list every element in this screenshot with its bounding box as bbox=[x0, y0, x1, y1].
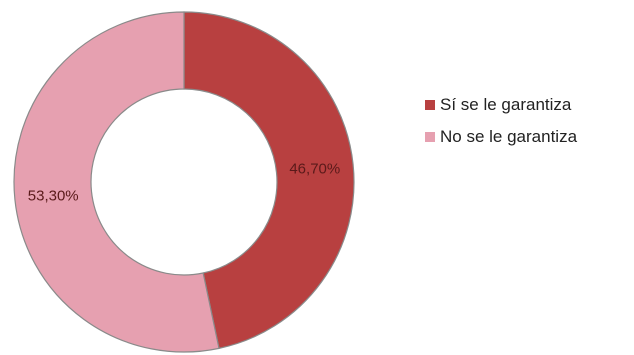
legend-swatch-si bbox=[425, 100, 435, 110]
donut-slice-si bbox=[183, 11, 355, 350]
data-label-si: 46,70% bbox=[289, 160, 340, 177]
donut-slice-no bbox=[13, 11, 220, 353]
legend-label-si: Sí se le garantiza bbox=[440, 95, 572, 114]
data-label-no: 53,30% bbox=[28, 188, 79, 205]
legend-swatch-no bbox=[425, 132, 435, 142]
legend-label-no: No se le garantiza bbox=[440, 127, 578, 146]
chart-legend: Sí se le garantiza No se le garantiza bbox=[425, 95, 577, 159]
legend-item-si: Sí se le garantiza bbox=[425, 95, 577, 115]
legend-item-no: No se le garantiza bbox=[425, 127, 577, 147]
